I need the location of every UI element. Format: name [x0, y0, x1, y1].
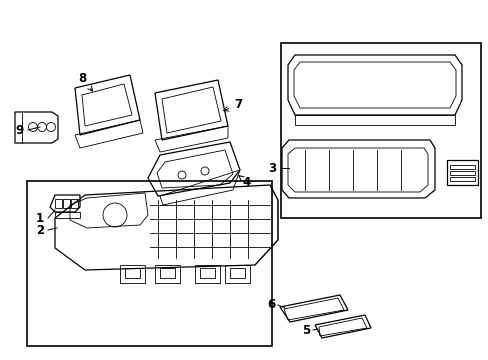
Text: 5: 5 — [301, 324, 309, 337]
Text: 2: 2 — [36, 224, 44, 237]
Bar — [281, 43, 480, 218]
Bar — [71, 199, 78, 208]
Bar — [229, 268, 244, 278]
Bar — [449, 165, 474, 169]
Bar — [200, 268, 215, 278]
Bar — [160, 268, 175, 278]
Text: 9: 9 — [16, 123, 24, 136]
Text: 3: 3 — [267, 162, 276, 175]
Bar — [449, 171, 474, 175]
Bar — [55, 199, 62, 208]
Bar — [449, 177, 474, 181]
Text: 7: 7 — [223, 99, 242, 112]
Bar — [195, 265, 220, 283]
Text: 4: 4 — [238, 175, 251, 189]
Bar — [155, 265, 180, 283]
Bar — [27, 181, 271, 346]
Text: 6: 6 — [266, 298, 275, 311]
Bar — [63, 199, 70, 208]
Bar — [125, 268, 140, 278]
Text: 8: 8 — [78, 72, 92, 91]
Bar — [224, 265, 249, 283]
Text: 1: 1 — [36, 211, 44, 225]
Bar — [120, 265, 145, 283]
